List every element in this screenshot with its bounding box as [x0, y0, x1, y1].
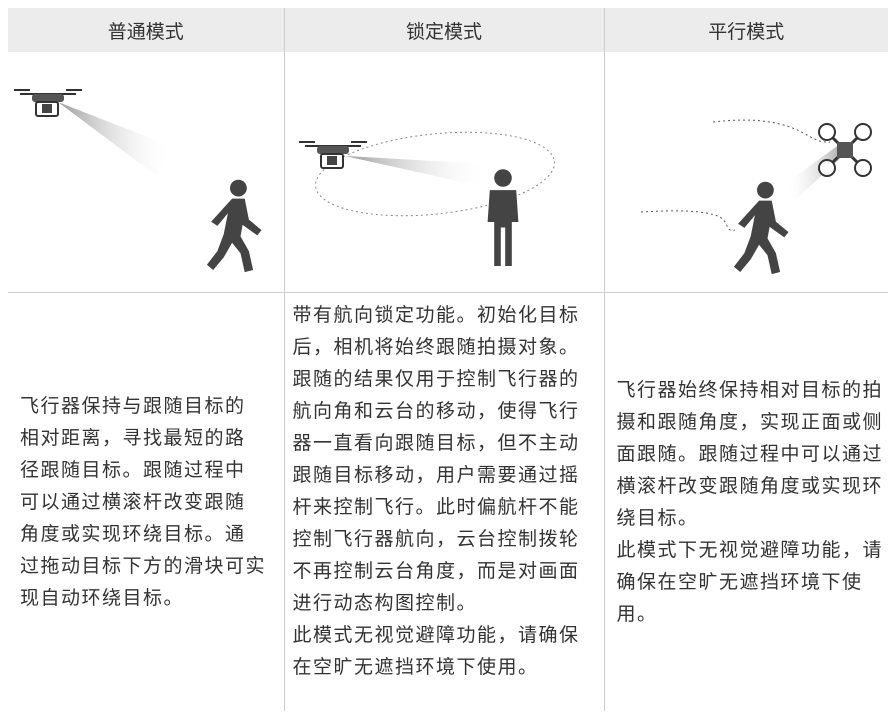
- text-line: 杆来控制飞行。此时偏航杆不能: [292, 496, 580, 518]
- lock-mode-illustration: [297, 131, 555, 266]
- text-line: 相对距离，寻找最短的路: [20, 427, 246, 449]
- text-line: 绕目标。: [616, 507, 699, 529]
- header-row: 普通模式 锁定模式 平行模式: [8, 8, 888, 52]
- paragraph: 此模式无视觉避障功能，请确保 在空旷无遮挡环境下使用。: [293, 619, 594, 683]
- description-cell: 飞行器始终保持相对目标的拍 摄和跟随角度，实现正面或侧 面跟随。跟随过程中可以通过横…: [603, 292, 888, 711]
- text-line: 航向角和云台的移动，使得飞行: [292, 400, 580, 422]
- paragraph: 飞行器始终保持相对目标的拍 摄和跟随角度，实现正面或侧 面跟随。跟随过程中可以通过横…: [616, 374, 884, 534]
- text-line: 不再控制云台角度，而是对画面: [292, 560, 580, 582]
- text-line: 控制飞行器航向，云台控制拨轮: [292, 528, 580, 550]
- text-line: 飞行器保持与跟随目标的: [20, 395, 246, 417]
- illustration-cell: [283, 52, 604, 293]
- mode-table: 普通模式 锁定模式 平行模式: [8, 8, 888, 711]
- text-line: 用。: [616, 603, 658, 625]
- text-line: 面跟随。跟随过程中可以通过: [616, 443, 884, 465]
- description-cell: 飞行器保持与跟随目标的 相对距离，寻找最短的路 径跟随目标。跟随过程中 可以通过横滚杆…: [8, 293, 284, 712]
- text-line: 此模式无视觉避障功能，请确保: [292, 624, 580, 646]
- normal-mode-illustration: [13, 89, 262, 273]
- text-line: 跟随的结果仅用于控制飞行器的: [292, 368, 580, 390]
- text-line: 进行动态构图控制。: [292, 592, 478, 614]
- description-cell: 带有航向锁定功能。初始化目标 后，相机将始终跟随拍摄对象。 跟随的结果仅用于控制飞行…: [283, 292, 604, 711]
- header-cell: 平行模式: [603, 8, 888, 52]
- text-line: 径跟随目标。跟随过程中: [20, 459, 246, 481]
- text-line: 摄和跟随角度，实现正面或侧: [616, 411, 884, 433]
- text-line: 后，相机将始终跟随拍摄对象。: [292, 336, 580, 358]
- text-line: 跟随目标移动，用户需要通过摇: [292, 464, 580, 486]
- illustration-cell: [603, 52, 888, 293]
- text-line: 确保在空旷无遮挡环境下使: [616, 571, 863, 593]
- text-line: 角度或实现环绕目标。通: [20, 523, 246, 545]
- illustration-cell: [8, 52, 284, 293]
- header-cell: 锁定模式: [283, 8, 604, 52]
- paragraph: 此模式下无视觉避障功能，请 确保在空旷无遮挡环境下使 用。: [616, 534, 884, 630]
- text-line: 在空旷无遮挡环境下使用。: [292, 656, 539, 678]
- illustration-row: [8, 52, 888, 293]
- header-cell: 普通模式: [8, 8, 284, 52]
- text-line: 带有航向锁定功能。初始化目标: [292, 304, 580, 326]
- parallel-mode-illustration: [640, 119, 872, 275]
- paragraph: 带有航向锁定功能。初始化目标 后，相机将始终跟随拍摄对象。 跟随的结果仅用于控制飞行…: [293, 299, 594, 619]
- text-line: 现自动环绕目标。: [20, 587, 185, 609]
- text-line: 过拖动目标下方的滑块可实: [20, 555, 267, 577]
- text-line: 飞行器始终保持相对目标的拍: [616, 379, 884, 401]
- paragraph: 飞行器保持与跟随目标的 相对距离，寻找最短的路 径跟随目标。跟随过程中 可以通过横滚杆…: [20, 390, 274, 614]
- text-line: 可以通过横滚杆改变跟随: [20, 491, 246, 513]
- text-line: 横滚杆改变跟随角度或实现环: [616, 475, 884, 497]
- text-line: 器一直看向跟随目标，但不主动: [292, 432, 580, 454]
- description-row: 飞行器保持与跟随目标的 相对距离，寻找最短的路 径跟随目标。跟随过程中 可以通过横滚杆…: [8, 292, 888, 712]
- text-line: 此模式下无视觉避障功能，请: [616, 539, 884, 561]
